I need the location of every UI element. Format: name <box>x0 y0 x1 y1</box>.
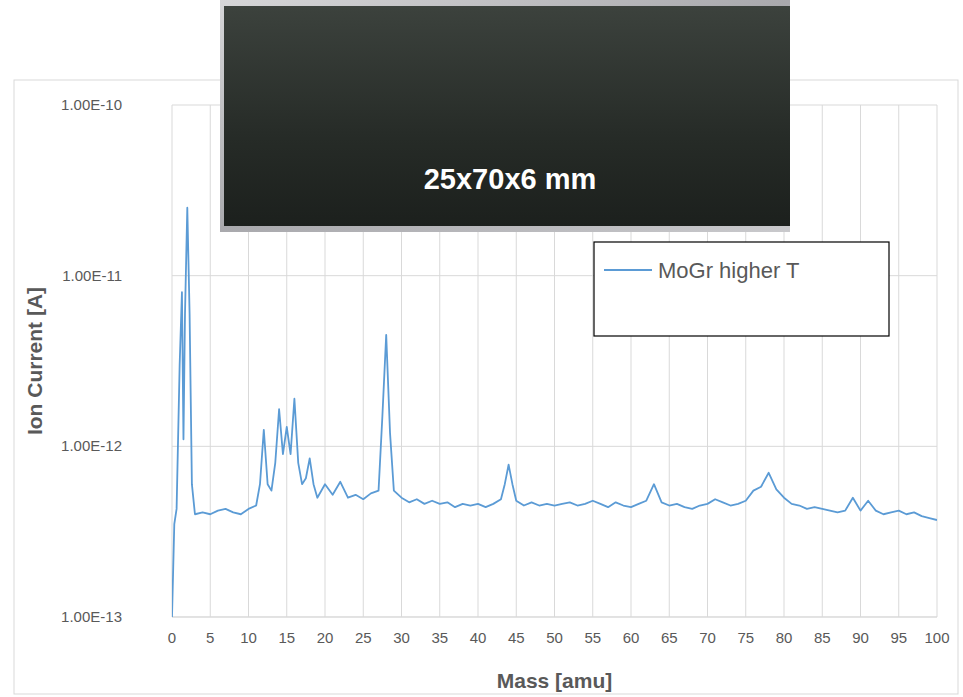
x-tick-label: 65 <box>661 629 678 646</box>
x-tick-label: 70 <box>699 629 716 646</box>
y-tick-label: 1.00E-12 <box>61 437 122 454</box>
x-tick-label: 15 <box>278 629 295 646</box>
x-tick-label: 35 <box>431 629 448 646</box>
photo-plate <box>224 6 790 226</box>
x-tick-label: 95 <box>890 629 907 646</box>
x-tick-label: 85 <box>814 629 831 646</box>
legend: MoGr higher T <box>594 242 889 336</box>
x-grid-line <box>210 105 211 617</box>
x-tick-label: 0 <box>168 629 176 646</box>
x-tick-label: 40 <box>470 629 487 646</box>
x-tick-label: 80 <box>776 629 793 646</box>
y-tick-label: 1.00E-13 <box>61 608 122 625</box>
x-grid-line <box>860 105 861 617</box>
x-tick-label: 90 <box>852 629 869 646</box>
x-tick-label: 45 <box>508 629 525 646</box>
x-grid-line <box>822 105 823 617</box>
series-line <box>172 208 937 617</box>
legend-box <box>594 242 889 336</box>
x-tick-label: 20 <box>317 629 334 646</box>
x-tick-label: 5 <box>206 629 214 646</box>
photo-background <box>220 0 790 232</box>
chart: 1.00E-13 1.00E-12 1.00E-11 1.00E-10 0 5 10 15 20… <box>0 0 963 697</box>
x-tick-label: 60 <box>623 629 640 646</box>
x-axis-line <box>172 617 937 618</box>
x-tick-label: 50 <box>546 629 563 646</box>
legend-swatch <box>604 269 652 271</box>
chart-frame <box>14 80 958 694</box>
y-axis-title: Ion Current [A] <box>23 287 46 435</box>
x-axis-title: Mass [amu] <box>497 669 613 692</box>
y-tick-label: 1.00E-10 <box>61 96 122 113</box>
x-tick-label: 10 <box>240 629 257 646</box>
x-tick-label: 100 <box>924 629 949 646</box>
plot-data <box>172 208 937 617</box>
x-grid-line <box>937 105 938 617</box>
y-tick-label: 1.00E-11 <box>62 267 122 284</box>
y-grid-line <box>172 617 937 618</box>
legend-label: MoGr higher T <box>658 258 799 283</box>
x-tick-label: 55 <box>584 629 601 646</box>
x-grid-line <box>898 105 899 617</box>
x-tick-label: 75 <box>737 629 754 646</box>
x-tick-label: 25 <box>355 629 372 646</box>
sample-photo: 25x70x6 mm <box>220 0 790 232</box>
annotation: 25x70x6 mm <box>424 163 597 195</box>
x-grid-line <box>172 105 173 617</box>
x-tick-label: 30 <box>393 629 410 646</box>
